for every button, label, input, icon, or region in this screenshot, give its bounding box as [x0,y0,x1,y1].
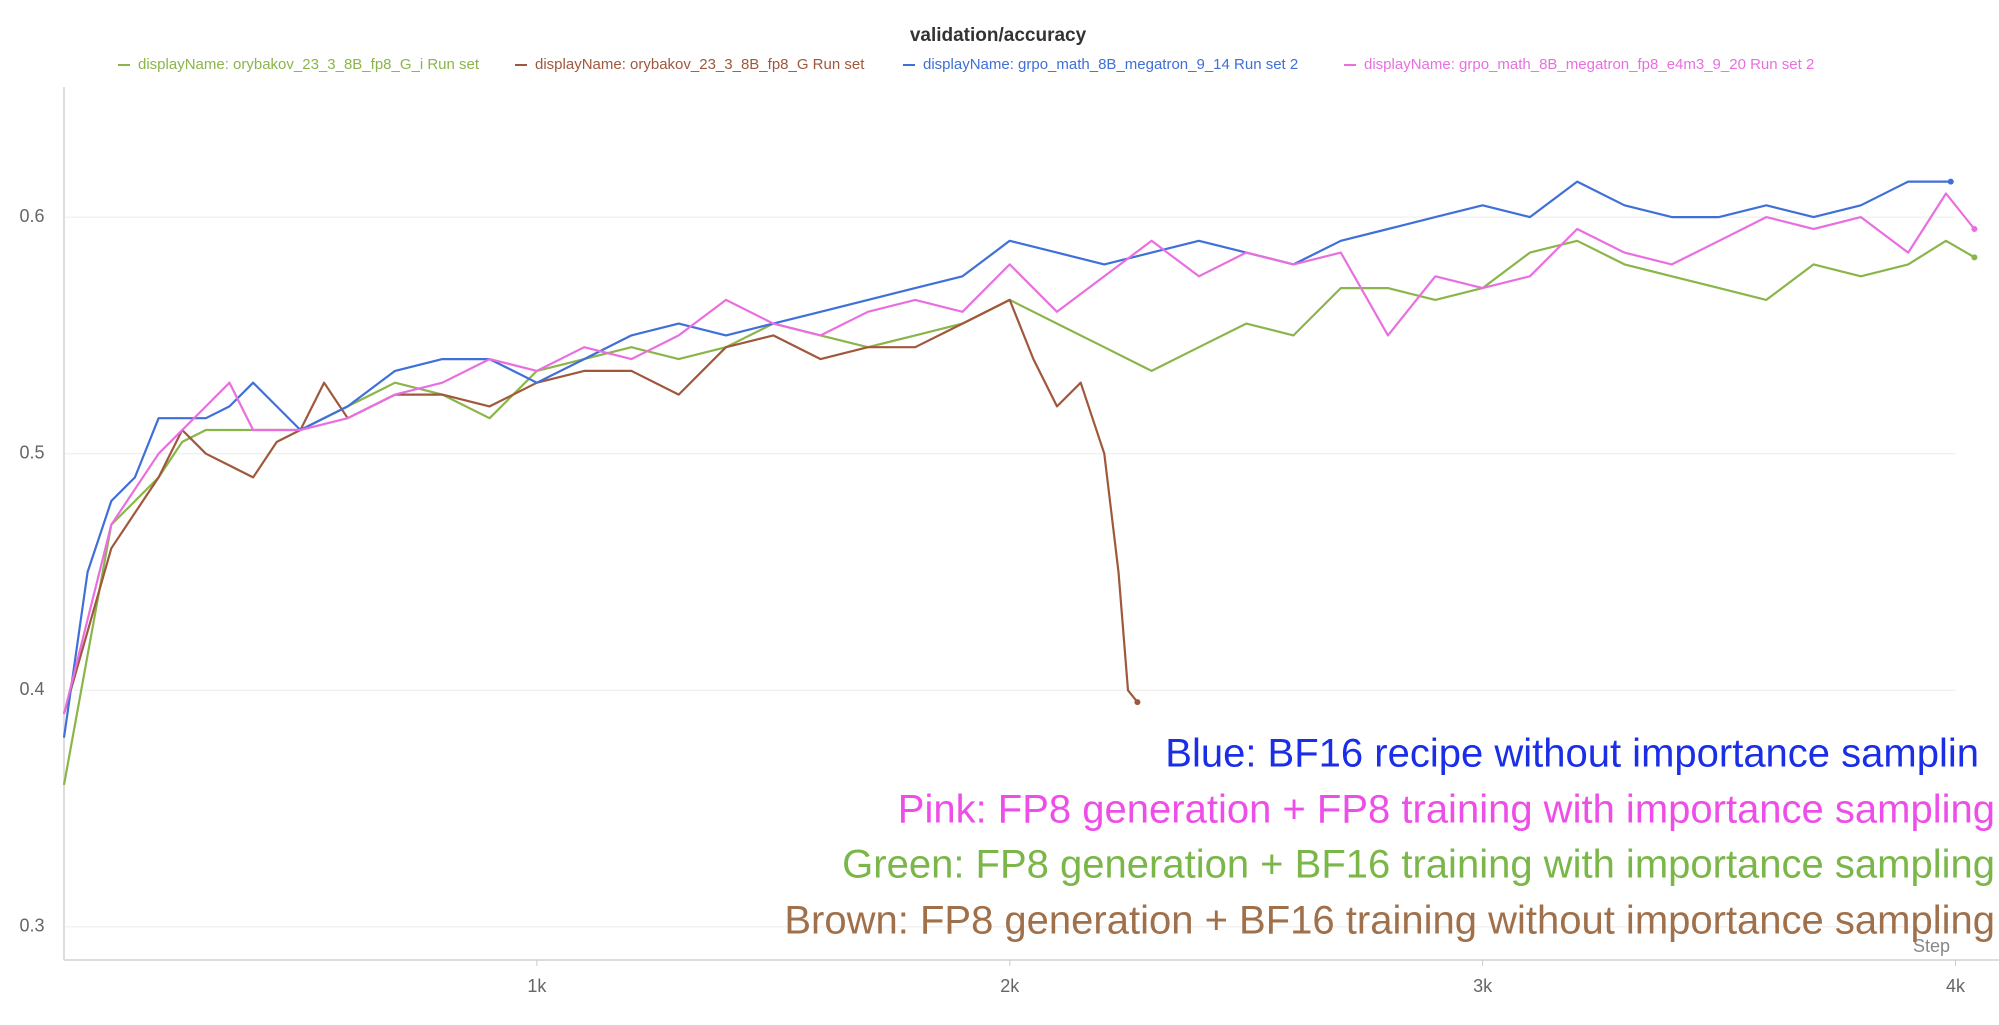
x-tick-label: 3k [1473,976,1493,996]
legend-label: displayName: grpo_math_8B_megatron_9_14 … [923,56,1298,73]
annotation: Blue: BF16 recipe without importance sam… [1165,732,1979,776]
x-tick-label: 2k [1000,976,1020,996]
legend-label: displayName: grpo_math_8B_megatron_fp8_e… [1364,56,1814,73]
end-point [1971,254,1978,261]
y-tick-label: 0.4 [19,679,44,699]
end-point [1947,178,1954,185]
annotation: Pink: FP8 generation + FP8 training with… [898,788,1995,832]
x-tick-label: 1k [527,976,547,996]
chart-title: validation/accuracy [910,25,1087,46]
end-point [1134,699,1141,706]
y-tick-label: 0.5 [19,442,44,462]
legend-label: displayName: orybakov_23_3_8B_fp8_G Run … [535,56,865,73]
series-line [62,298,1139,715]
y-tick-label: 0.6 [19,206,44,226]
series-line [62,192,1976,715]
series-line [62,180,1951,738]
legend-label: displayName: orybakov_23_3_8B_fp8_G_i Ru… [138,56,480,73]
x-axis-label: Step [1913,936,1950,956]
end-point [1971,225,1978,232]
y-tick-label: 0.3 [19,916,44,936]
annotation: Green: FP8 generation + BF16 training wi… [842,843,1995,887]
annotation: Brown: FP8 generation + BF16 training wi… [784,899,1995,943]
x-tick-label: 4k [1946,976,1966,996]
